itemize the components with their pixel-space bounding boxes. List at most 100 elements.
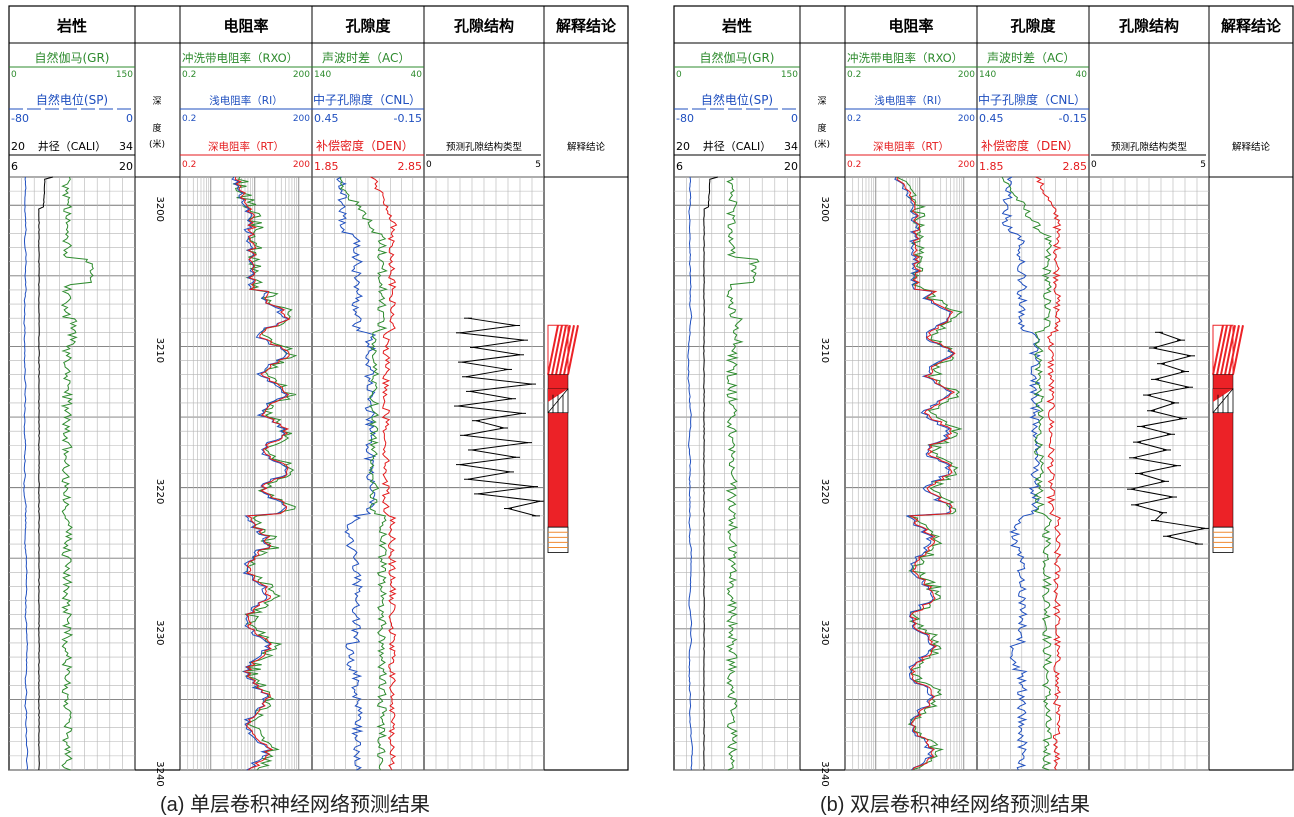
depth-header: (米) (149, 138, 165, 150)
conclusion-zone-box (1212, 526, 1234, 553)
track-header: 孔隙结构 (454, 17, 514, 35)
pore-segment (1154, 520, 1206, 529)
cali-max: 20 (119, 160, 133, 173)
pore-max: 5 (1200, 160, 1206, 170)
pore-segment (471, 442, 529, 451)
pore-segment (1146, 386, 1190, 396)
gr-curve (725, 176, 760, 771)
rt-label: 深电阻率（RT） (873, 140, 949, 153)
pore-segment (465, 376, 533, 385)
cali-right: 34 (119, 140, 133, 153)
sp-max: 0 (791, 112, 798, 125)
depth-tick-label: 3210 (154, 338, 165, 363)
track-header: 解释结论 (1221, 17, 1282, 35)
rt-max: 200 (958, 160, 975, 170)
pore-segment (457, 398, 513, 407)
hatch-line (1212, 325, 1224, 375)
conclusion-zone-solid (1212, 374, 1234, 390)
hatch-line (547, 325, 559, 375)
sp-min: -80 (676, 112, 694, 125)
conclusion-zone-solid (547, 412, 569, 528)
pore-segment (459, 325, 517, 334)
track-header: 孔隙度 (345, 17, 391, 35)
conclusion-label: 解释结论 (1232, 141, 1271, 153)
conclusion-zone-diag (1212, 388, 1234, 414)
pore-segment (473, 339, 525, 348)
rxo-label: 冲洗带电阻率（RXO） (847, 51, 963, 65)
sp-label: 自然电位(SP) (701, 92, 773, 107)
pore-segment (461, 354, 521, 363)
conclusion-label: 解释结论 (567, 141, 606, 153)
pore-segment (463, 434, 529, 444)
pore-segment (465, 368, 509, 378)
ac-min: 140 (979, 70, 996, 80)
den-curve (1035, 176, 1062, 771)
pore-segment (477, 493, 541, 502)
rxo-max: 200 (958, 70, 975, 80)
pore-segment (467, 317, 517, 327)
hatch-line (1228, 325, 1240, 375)
ac-label: 声波时差（AC） (987, 51, 1075, 65)
pore-segment (1154, 371, 1186, 380)
track-header: 电阻率 (223, 17, 268, 35)
pore-segment (1130, 480, 1166, 490)
conclusion-zone-solid (547, 374, 569, 390)
gr-curve (60, 176, 94, 771)
hatch-line (1232, 325, 1244, 375)
pore-segment (459, 456, 517, 466)
sp-min: -80 (11, 112, 29, 125)
hatch-line (563, 325, 575, 375)
rt-min: 0.2 (847, 160, 861, 170)
pore-segment (1138, 465, 1178, 474)
cali-max: 20 (784, 160, 798, 173)
depth-header: 深 (817, 96, 826, 107)
cali-label: 井径（CALI） (38, 139, 107, 153)
cali-right: 34 (784, 140, 798, 153)
pore-segment (1150, 410, 1184, 420)
pore-segment (1136, 441, 1168, 451)
rt-curve (234, 176, 291, 771)
pore-segment (475, 412, 523, 422)
cali-min: 6 (11, 160, 18, 173)
hatch-line (1224, 325, 1236, 375)
pore-segment (471, 449, 517, 458)
sp-curve (687, 176, 693, 771)
gr-label: 自然伽马(GR) (699, 50, 774, 65)
cali-left: 20 (676, 140, 690, 153)
pore-segment (1132, 457, 1178, 467)
ri-min: 0.2 (847, 114, 861, 124)
pore-segment (467, 478, 535, 488)
pore-segment (1160, 363, 1186, 373)
hatch-line (1220, 325, 1232, 375)
hatch-line (1216, 325, 1228, 375)
rxo-min: 0.2 (182, 70, 196, 80)
track-header: 孔隙结构 (1119, 17, 1179, 35)
cali-curve (38, 176, 54, 771)
den-label: 补偿密度（DEN） (981, 138, 1079, 153)
pore-segment (1152, 347, 1192, 357)
depth-tick-label: 3220 (154, 479, 165, 504)
pore-segment (469, 390, 513, 400)
pore-segment (507, 500, 541, 510)
pore-segment (459, 464, 511, 473)
sp-label: 自然电位(SP) (36, 92, 108, 107)
pore-segment (1136, 433, 1172, 443)
cnl-max: -0.15 (1059, 112, 1087, 125)
pore-segment (461, 361, 509, 370)
conclusion-zone-diag (547, 388, 569, 414)
gr-max: 150 (781, 70, 798, 80)
ri-max: 200 (293, 114, 310, 124)
cali-curve (703, 176, 719, 771)
depth-tick-label: 3200 (819, 197, 830, 222)
gr-min: 0 (676, 70, 682, 80)
gr-min: 0 (11, 70, 17, 80)
sp-max: 0 (126, 112, 133, 125)
pore-segment (1166, 535, 1200, 545)
pore-segment (459, 332, 525, 341)
pore-segment (463, 427, 505, 436)
ri-label: 浅电阻率（RI） (874, 94, 947, 107)
panel-a-caption: (a) 单层卷积神经网络预测结果 (160, 794, 430, 816)
